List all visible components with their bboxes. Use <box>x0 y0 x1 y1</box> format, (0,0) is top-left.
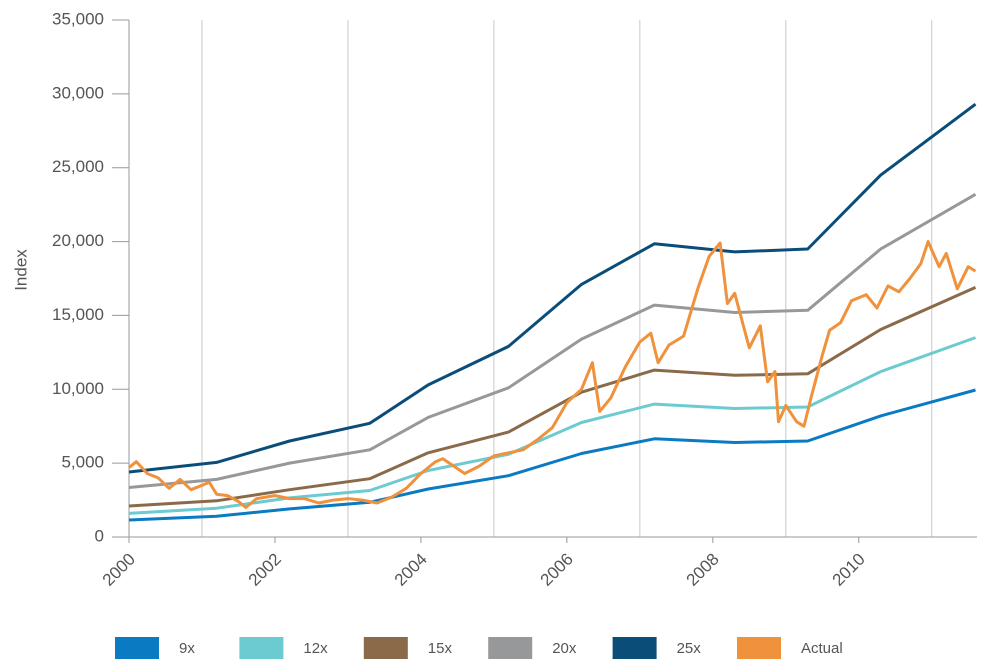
y-axis-label: Index <box>11 249 30 291</box>
x-tick-label: 2010 <box>829 550 869 590</box>
legend-label: Actual <box>801 640 843 657</box>
x-tick-label: 2002 <box>245 550 285 590</box>
y-tick-label: 15,000 <box>52 305 104 324</box>
series-line <box>128 388 976 522</box>
y-tick-label: 25,000 <box>52 157 104 176</box>
x-tick-label: 2004 <box>391 550 431 590</box>
legend-label: 20x <box>552 640 577 657</box>
legend-swatch <box>363 637 408 659</box>
y-tick-label: 35,000 <box>52 9 104 28</box>
legend-label: 15x <box>428 640 453 657</box>
series-line <box>128 240 977 509</box>
x-tick-label: 2000 <box>99 550 139 590</box>
series-line <box>128 193 977 489</box>
legend-label: 25x <box>677 640 702 657</box>
series-line <box>128 102 977 474</box>
y-tick-label: 5,000 <box>61 453 104 472</box>
legend-swatch <box>488 637 533 659</box>
legend-label: 9x <box>179 640 195 657</box>
y-tick-label: 30,000 <box>52 83 104 102</box>
legend-swatch <box>239 637 284 659</box>
legend: 9x 12x 15x 20x 25x Actual <box>115 637 843 659</box>
series-line <box>128 336 977 515</box>
series-line <box>128 286 977 508</box>
y-tick-label: 0 <box>95 526 104 545</box>
x-tick-label: 2008 <box>683 550 723 590</box>
legend-label: 12x <box>303 640 328 657</box>
legend-swatch <box>612 637 657 659</box>
y-tick-label: 20,000 <box>52 231 104 250</box>
legend-swatch <box>737 637 781 659</box>
legend-swatch <box>115 637 159 659</box>
y-tick-label: 10,000 <box>52 379 104 398</box>
x-tick-label: 2006 <box>537 550 577 590</box>
